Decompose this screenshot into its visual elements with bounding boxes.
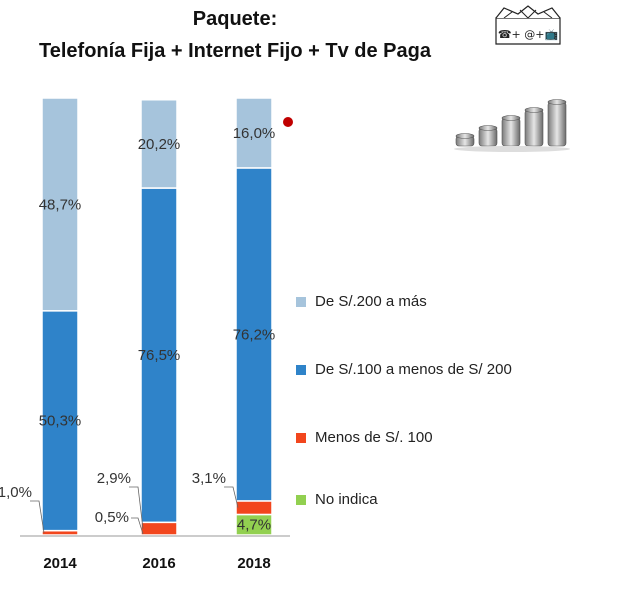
bar-segment-2016-2 bbox=[140, 187, 178, 524]
leader-line-2016-1 bbox=[129, 486, 144, 529]
data-label-2014-1: 1,0% bbox=[0, 484, 32, 501]
bar-segment-2018-1 bbox=[235, 500, 273, 516]
x-tick-2014: 2014 bbox=[43, 555, 77, 572]
data-label-2018-2: 76,2% bbox=[233, 326, 276, 343]
legend-item-2: Menos de S/. 100 bbox=[296, 429, 433, 446]
bar-segment-2014-3 bbox=[41, 97, 79, 312]
red-dot-marker bbox=[283, 117, 293, 127]
data-label-2014-2: 50,3% bbox=[39, 413, 82, 430]
bar-segment-2018-3 bbox=[235, 97, 273, 169]
legend-label-1: De S/.100 a menos de S/ 200 bbox=[315, 361, 512, 378]
chart-title-line2: Telefonía Fija + Internet Fijo + Tv de P… bbox=[39, 40, 431, 62]
data-label-2018-0: 4,7% bbox=[237, 517, 271, 534]
services-box-text: ☎+ @+📺 bbox=[498, 28, 559, 41]
extra-leader-2016 bbox=[131, 517, 144, 535]
legend-label-3: No indica bbox=[315, 491, 378, 508]
legend-label-0: De S/.200 a más bbox=[315, 293, 427, 310]
legend-item-1: De S/.100 a menos de S/ 200 bbox=[296, 361, 512, 378]
legend-swatch-0 bbox=[296, 296, 306, 307]
chart-title-line1: Paquete: bbox=[192, 8, 278, 30]
data-label-2016-1: 2,9% bbox=[97, 470, 131, 487]
bar-segment-2018-2 bbox=[235, 167, 273, 502]
data-label-2014-3: 48,7% bbox=[39, 196, 82, 213]
bar-segment-2016-1 bbox=[140, 521, 178, 536]
data-label-2016-2: 76,5% bbox=[138, 347, 181, 364]
legend-swatch-2 bbox=[296, 432, 306, 443]
data-label-2016-3: 20,2% bbox=[138, 136, 181, 153]
legend-swatch-1 bbox=[296, 364, 306, 375]
legend-label-2: Menos de S/. 100 bbox=[315, 429, 433, 446]
x-tick-2018: 2018 bbox=[237, 555, 270, 572]
legend-item-3: No indica bbox=[296, 491, 378, 508]
leader-line-2018-1 bbox=[224, 486, 239, 508]
x-tick-2016: 2016 bbox=[142, 555, 175, 572]
bar-segment-2014-2 bbox=[41, 310, 79, 532]
data-label-2018-3: 16,0% bbox=[233, 125, 276, 142]
coin-stacks-icon bbox=[452, 96, 582, 156]
extra-label-2016: 0,5% bbox=[95, 509, 129, 526]
leader-line-2014-1 bbox=[30, 500, 45, 533]
bar-segment-2016-3 bbox=[140, 98, 178, 189]
legend-swatch-3 bbox=[296, 494, 306, 505]
data-label-2018-1: 3,1% bbox=[192, 470, 226, 487]
legend-item-0: De S/.200 a más bbox=[296, 293, 427, 310]
telephone-internet-tv-box-icon: ☎+ @+📺 bbox=[486, 4, 570, 48]
